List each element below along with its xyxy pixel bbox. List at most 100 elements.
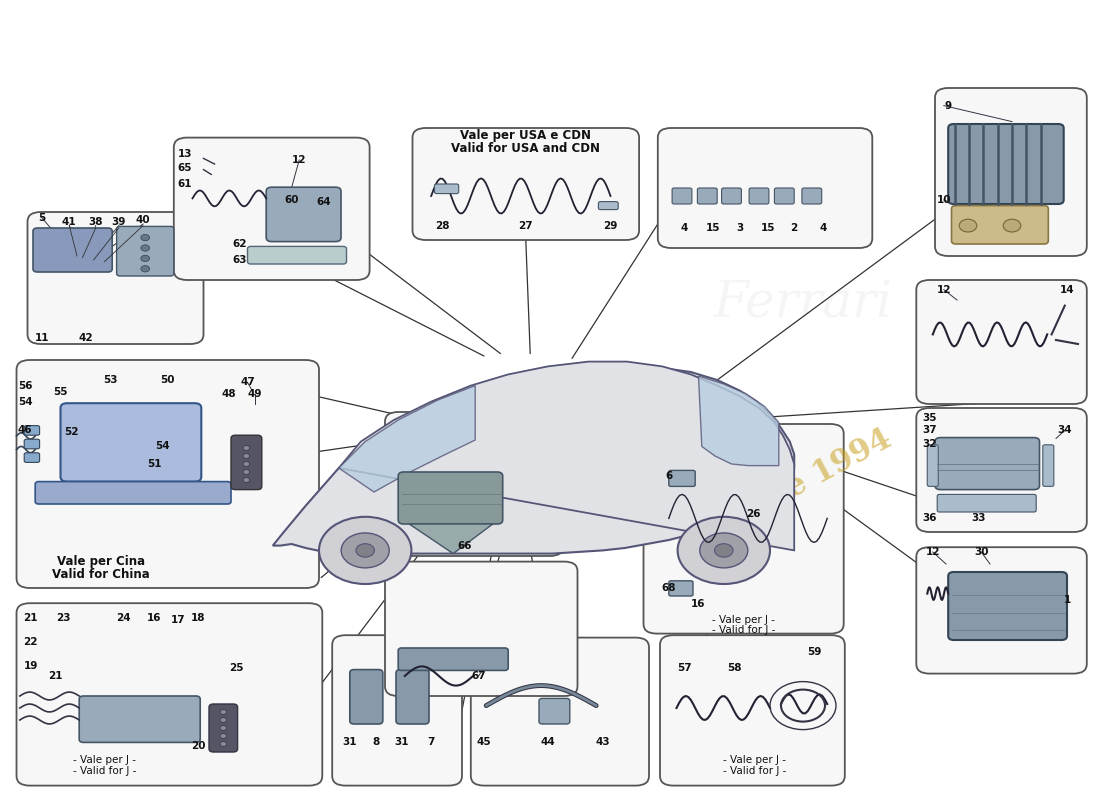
Text: - Vale per J -: - Vale per J - [723, 755, 786, 765]
FancyBboxPatch shape [660, 635, 845, 786]
FancyBboxPatch shape [398, 472, 503, 524]
Text: 61: 61 [177, 179, 192, 189]
Text: Valid for USA and CDN: Valid for USA and CDN [451, 142, 601, 154]
Text: 47: 47 [240, 378, 255, 387]
Circle shape [220, 710, 227, 714]
Text: - Vale per J -: - Vale per J - [712, 615, 776, 625]
Circle shape [243, 446, 250, 450]
Text: 16: 16 [146, 613, 162, 622]
Circle shape [220, 726, 227, 730]
Text: 45: 45 [476, 738, 492, 747]
Text: Vale per USA e CDN: Vale per USA e CDN [460, 130, 592, 142]
Text: 11: 11 [34, 333, 50, 342]
Text: 50: 50 [160, 375, 175, 385]
Text: 1: 1 [1064, 595, 1070, 605]
FancyBboxPatch shape [935, 438, 1040, 490]
FancyBboxPatch shape [16, 360, 319, 588]
FancyBboxPatch shape [60, 403, 201, 482]
FancyBboxPatch shape [948, 124, 1064, 204]
FancyBboxPatch shape [24, 426, 40, 435]
FancyBboxPatch shape [412, 128, 639, 240]
FancyBboxPatch shape [398, 648, 508, 670]
Circle shape [141, 234, 150, 241]
Text: 64: 64 [316, 197, 331, 206]
FancyBboxPatch shape [948, 572, 1067, 640]
Circle shape [700, 533, 748, 568]
Text: 34: 34 [1057, 426, 1072, 435]
FancyBboxPatch shape [35, 482, 231, 504]
Text: 28: 28 [434, 221, 450, 230]
Circle shape [141, 266, 150, 272]
Text: 44: 44 [540, 738, 556, 747]
Text: 65: 65 [177, 163, 192, 173]
Text: 53: 53 [102, 375, 118, 385]
FancyBboxPatch shape [669, 470, 695, 486]
FancyBboxPatch shape [598, 202, 618, 210]
Text: 49: 49 [248, 389, 263, 398]
Text: 57: 57 [676, 663, 692, 673]
Text: - Valid for J -: - Valid for J - [712, 626, 776, 635]
FancyBboxPatch shape [774, 188, 794, 204]
Text: Ferrari: Ferrari [714, 279, 892, 329]
FancyBboxPatch shape [916, 408, 1087, 532]
FancyBboxPatch shape [24, 453, 40, 462]
Text: 5: 5 [39, 213, 45, 222]
FancyBboxPatch shape [937, 494, 1036, 512]
Text: 19: 19 [23, 661, 38, 670]
FancyBboxPatch shape [174, 138, 370, 280]
Text: 18: 18 [190, 613, 206, 622]
FancyBboxPatch shape [916, 547, 1087, 674]
Circle shape [356, 544, 374, 557]
Text: 51: 51 [146, 459, 162, 469]
Text: 56: 56 [18, 381, 33, 390]
Text: 3: 3 [737, 223, 744, 233]
FancyBboxPatch shape [248, 246, 346, 264]
Text: 32: 32 [922, 439, 937, 449]
Circle shape [243, 462, 250, 466]
Text: 54: 54 [155, 442, 170, 451]
Text: 42: 42 [78, 333, 94, 342]
FancyBboxPatch shape [916, 280, 1087, 404]
Text: 62: 62 [232, 239, 248, 249]
Circle shape [141, 245, 150, 251]
Text: 21: 21 [47, 671, 63, 681]
FancyBboxPatch shape [672, 188, 692, 204]
Text: 9: 9 [945, 101, 952, 110]
FancyBboxPatch shape [697, 188, 717, 204]
FancyBboxPatch shape [350, 670, 383, 724]
Text: 25: 25 [229, 663, 244, 673]
Text: 59: 59 [806, 647, 822, 657]
Text: since 1994: since 1994 [719, 423, 898, 537]
Text: 29: 29 [603, 221, 618, 230]
Polygon shape [273, 366, 794, 554]
Text: 26: 26 [746, 509, 761, 518]
FancyBboxPatch shape [749, 188, 769, 204]
Circle shape [220, 718, 227, 722]
Text: 67: 67 [471, 671, 486, 681]
Text: 23: 23 [56, 613, 72, 622]
FancyBboxPatch shape [722, 188, 741, 204]
FancyBboxPatch shape [28, 212, 204, 344]
Text: 12: 12 [936, 285, 952, 294]
FancyBboxPatch shape [471, 638, 649, 786]
FancyBboxPatch shape [927, 445, 938, 486]
Text: 58: 58 [727, 663, 742, 673]
Text: Vale per Cina: Vale per Cina [57, 555, 145, 568]
FancyBboxPatch shape [658, 128, 872, 248]
FancyBboxPatch shape [33, 228, 112, 272]
Text: 24: 24 [116, 613, 131, 622]
FancyBboxPatch shape [16, 603, 322, 786]
Text: 31: 31 [394, 738, 409, 747]
FancyBboxPatch shape [117, 226, 174, 276]
FancyBboxPatch shape [1043, 445, 1054, 486]
Text: 16: 16 [691, 599, 706, 609]
Circle shape [243, 454, 250, 458]
Circle shape [715, 544, 733, 557]
FancyBboxPatch shape [209, 704, 238, 752]
Text: Valid for China: Valid for China [53, 568, 150, 581]
Circle shape [243, 478, 250, 482]
Text: 21: 21 [23, 613, 38, 622]
Polygon shape [409, 524, 493, 554]
Circle shape [319, 517, 411, 584]
Text: 10: 10 [936, 195, 952, 205]
